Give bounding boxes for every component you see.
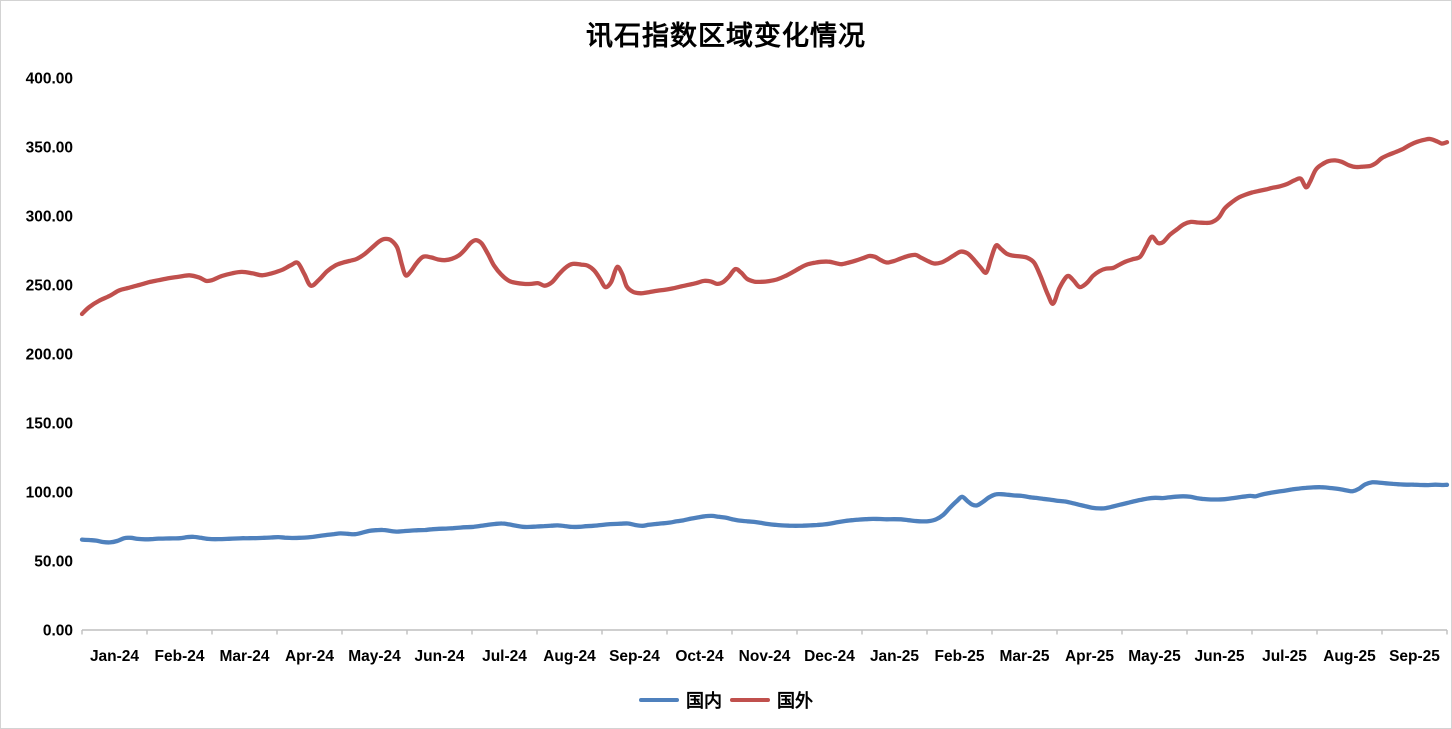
- x-axis-tick-label: Feb-24: [155, 648, 205, 665]
- series-line-domestic: [79, 480, 1450, 545]
- x-axis-tick-label: Jun-24: [415, 648, 465, 665]
- x-axis-tick-label: Aug-24: [543, 648, 596, 665]
- legend-label-domestic: 国内: [686, 691, 722, 712]
- x-axis-tick-label: Mar-25: [1000, 648, 1050, 665]
- chart-title: 讯石指数区域变化情况: [586, 21, 866, 52]
- x-axis-tick-label: Jul-25: [1262, 648, 1307, 665]
- x-axis-tick-label: May-25: [1128, 648, 1181, 665]
- series-line-foreign: [79, 136, 1450, 317]
- y-axis-tick-label: 250.00: [26, 278, 73, 295]
- legend-swatch-foreign: [730, 697, 770, 703]
- x-axis-tick-label: Sep-25: [1389, 648, 1440, 665]
- y-axis-tick-label: 0.00: [43, 623, 73, 640]
- y-axis-tick-label: 200.00: [26, 347, 73, 364]
- legend-swatch-domestic: [639, 697, 679, 703]
- x-axis-tick-label: Apr-25: [1065, 648, 1114, 665]
- x-axis-tick-label: Feb-25: [935, 648, 985, 665]
- x-axis-tick-label: Oct-24: [675, 648, 724, 665]
- y-axis-tick-label: 350.00: [26, 140, 73, 157]
- x-axis-tick-label: May-24: [348, 648, 401, 665]
- x-axis-tick-label: Dec-24: [804, 648, 855, 665]
- axes: [81, 629, 1448, 635]
- x-axis-tick-label: Jan-24: [90, 648, 139, 665]
- y-axis-tick-label: 100.00: [26, 485, 73, 502]
- x-axis-tick-label: Nov-24: [739, 648, 791, 665]
- x-axis-tick-label: Jan-25: [870, 648, 919, 665]
- x-axis-tick-label: Sep-24: [609, 648, 660, 665]
- series-lines: [79, 136, 1450, 545]
- y-axis-tick-label: 400.00: [26, 71, 73, 88]
- axis-labels: 400.00 350.00 300.00 250.00 200.00 150.00 100.…: [26, 71, 1441, 666]
- y-axis-tick-label: 300.00: [26, 209, 73, 226]
- x-axis-tick-label: Jul-24: [482, 648, 527, 665]
- legend-item-foreign[interactable]: 国外: [730, 687, 813, 713]
- legend-label-foreign: 国外: [777, 691, 813, 712]
- x-axis-tick-label: Jun-25: [1195, 648, 1245, 665]
- x-axis-tick-label: Apr-24: [285, 648, 334, 665]
- x-axis-tick-label: Aug-25: [1323, 648, 1376, 665]
- legend-item-domestic[interactable]: 国内: [639, 687, 722, 713]
- x-axis-tick-label: Mar-24: [220, 648, 270, 665]
- y-axis-tick-label: 50.00: [34, 554, 73, 571]
- legend: 国内 国外: [1, 685, 1451, 715]
- y-axis-tick-label: 150.00: [26, 416, 73, 433]
